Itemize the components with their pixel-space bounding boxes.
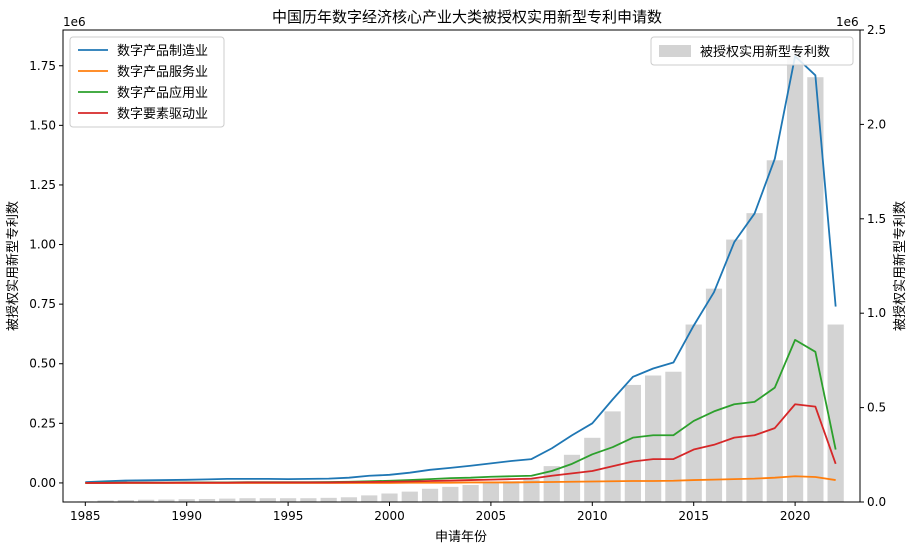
right-y-tick-label: 1.5 — [867, 212, 886, 226]
bar — [604, 411, 621, 502]
bar — [442, 486, 459, 502]
bar — [624, 384, 641, 502]
plot-frame — [62, 29, 861, 503]
left-y-tick-label: 1.00 — [29, 238, 56, 252]
bar — [259, 498, 276, 502]
x-tick-label: 2020 — [780, 509, 811, 523]
left-y-axis: 0.00 0.25 0.50 0.75 1.00 1.25 1.50 1.75 — [29, 59, 63, 490]
left-y-axis-label: 被授权实用新型专利数 — [5, 201, 21, 331]
bar-legend-label: 被授权实用新型专利数 — [700, 44, 830, 60]
bar — [584, 437, 601, 502]
bar — [482, 483, 500, 502]
bar — [807, 77, 824, 502]
x-tick-label: 2005 — [476, 509, 507, 523]
left-y-tick-label: 1.75 — [29, 59, 56, 73]
line-group — [85, 55, 837, 484]
right-y-tick-label: 2.5 — [867, 23, 886, 37]
bar — [361, 495, 378, 502]
bar — [178, 499, 195, 502]
legend-label: 数字产品制造业 — [117, 44, 208, 59]
left-y-tick-label: 1.25 — [29, 178, 56, 192]
left-y-tick-label: 0.25 — [29, 416, 56, 430]
bar — [219, 498, 236, 502]
bar — [685, 324, 702, 502]
series-line — [85, 403, 837, 484]
legend-label: 数字产品服务业 — [117, 64, 208, 80]
bar — [462, 485, 479, 502]
bar — [827, 324, 844, 502]
right-y-axis-label: 被授权实用新型专利数 — [892, 201, 908, 331]
x-tick-label: 2015 — [678, 509, 709, 523]
bar — [117, 500, 134, 502]
left-y-tick-label: 0.50 — [29, 357, 56, 371]
bar — [401, 491, 418, 502]
bar — [198, 498, 216, 502]
bar-legend-swatch — [659, 45, 691, 57]
bar — [665, 371, 682, 502]
x-tick-label: 1995 — [273, 509, 304, 523]
bar — [523, 479, 540, 502]
bar — [239, 498, 256, 502]
chart-title: 中国历年数字经济核心产业大类被授权实用新型专利申请数 — [272, 8, 662, 26]
right-y-axis: 0.0 0.5 1.0 1.5 2.0 2.5 — [860, 23, 886, 509]
bar — [320, 497, 337, 502]
right-y-tick-label: 1.0 — [867, 306, 886, 320]
bar — [766, 160, 783, 502]
series-line — [85, 338, 837, 484]
left-y-tick-label: 1.50 — [29, 118, 56, 132]
bar — [726, 239, 743, 502]
left-y-tick-label: 0.75 — [29, 297, 56, 311]
x-tick-label: 1990 — [171, 509, 202, 523]
bar — [138, 499, 155, 502]
legend-label: 数字要素驱动业 — [117, 107, 208, 122]
x-axis-label: 申请年份 — [435, 530, 487, 545]
bar-legend-box — [650, 36, 854, 66]
x-axis: 1985 1990 1995 2000 2005 2010 2015 2020 — [70, 502, 810, 523]
bar — [158, 499, 175, 502]
x-tick-label: 2010 — [577, 509, 608, 523]
bar — [746, 213, 763, 502]
left-y-tick-label: 0.00 — [29, 476, 56, 490]
right-axis-exponent: 1e6 — [836, 15, 859, 29]
bar — [421, 488, 439, 502]
line-legend-box — [69, 36, 225, 128]
bar — [97, 500, 114, 502]
legend-label: 数字产品应用业 — [117, 85, 208, 101]
left-axis-exponent: 1e6 — [63, 15, 86, 29]
x-tick-label: 1985 — [70, 509, 101, 523]
right-y-tick-label: 2.0 — [867, 117, 886, 131]
bar — [381, 493, 398, 502]
bar — [279, 498, 297, 502]
right-y-tick-label: 0.5 — [867, 401, 886, 415]
bar-legend: 被授权实用新型专利数 — [650, 36, 854, 66]
bar — [503, 481, 520, 502]
bar — [300, 498, 317, 502]
bar — [563, 454, 581, 502]
series-line — [85, 55, 837, 484]
bar — [786, 52, 804, 502]
bar-group — [77, 52, 844, 502]
bar — [645, 375, 662, 502]
bar — [705, 288, 723, 502]
x-tick-label: 2000 — [374, 509, 405, 523]
right-y-tick-label: 0.0 — [867, 495, 886, 509]
bar — [340, 497, 358, 502]
